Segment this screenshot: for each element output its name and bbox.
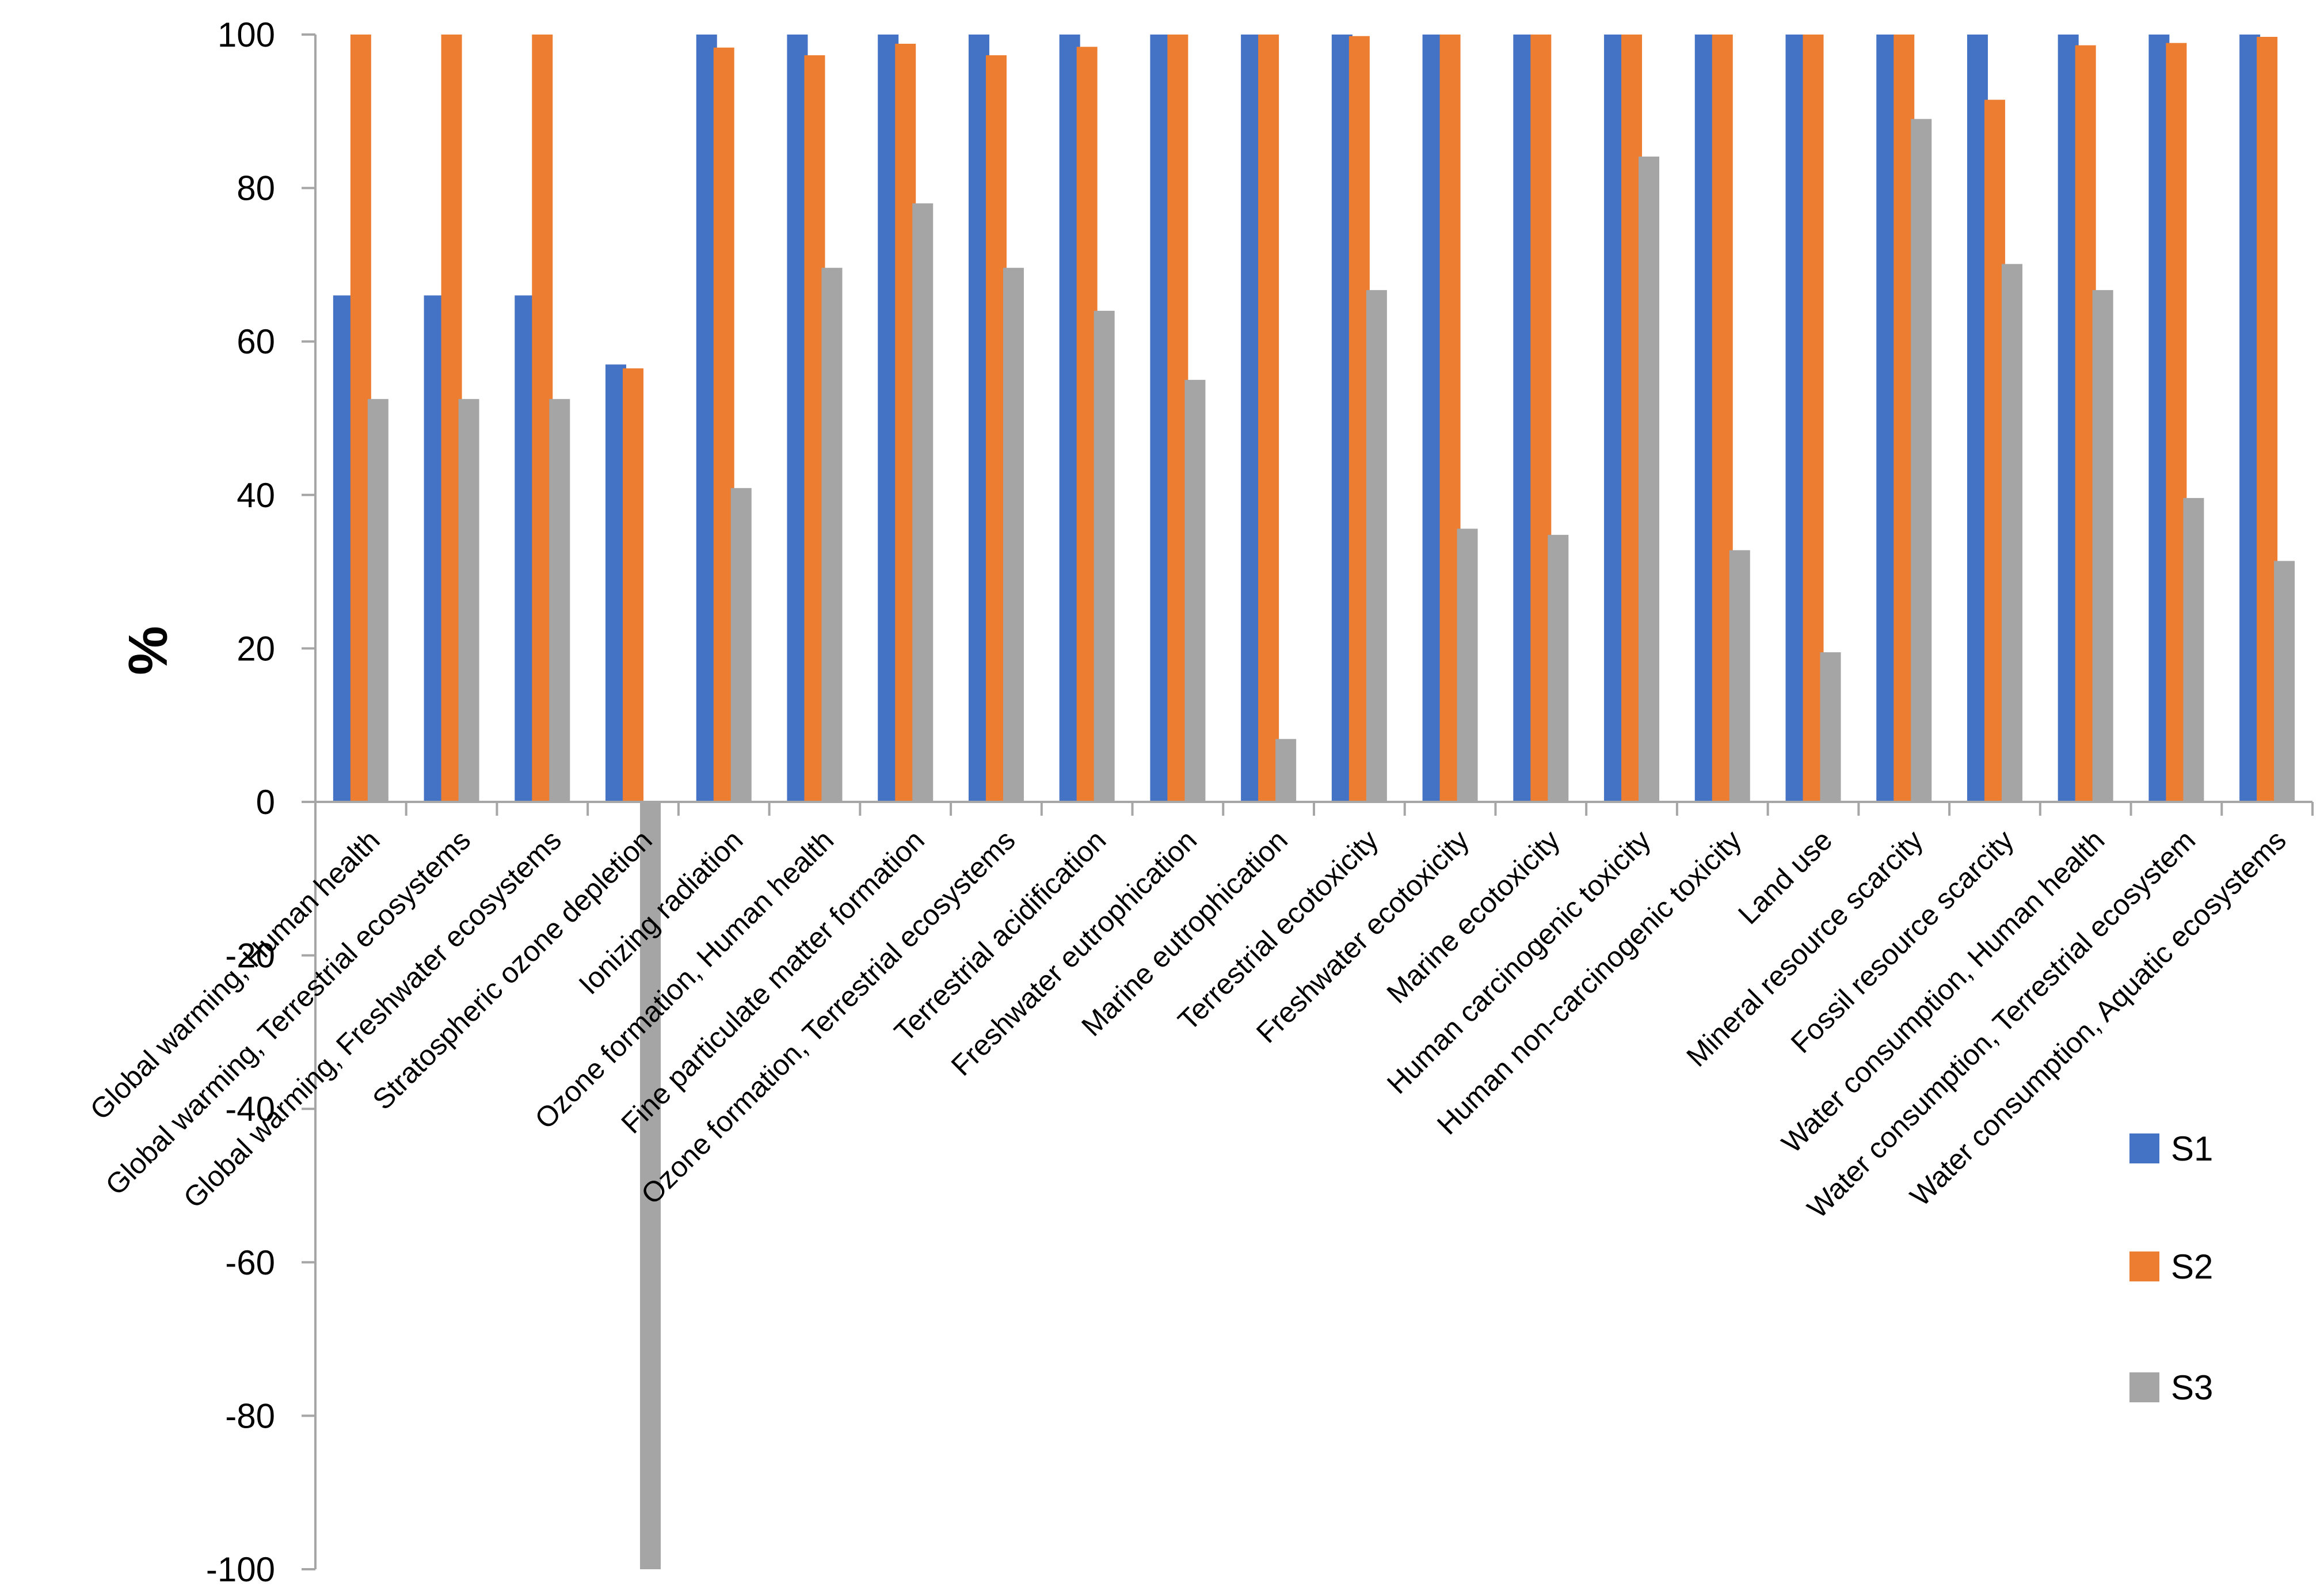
x-category-label: Ionizing radiation [573,824,749,1000]
y-tick-label: 0 [256,783,275,821]
y-tick-label: 60 [237,322,275,361]
y-tick-label: 20 [237,629,275,668]
bar-s3 [1639,156,1660,802]
bar-s3 [1820,652,1841,802]
x-category-label: Marine ecotoxicity [1381,824,1567,1010]
y-axis-title: % [117,626,179,675]
legend-swatch-s3 [2129,1372,2159,1402]
bar-s3 [1457,528,1478,802]
legend-swatch-s2 [2129,1251,2159,1281]
bar-s3 [2001,264,2022,802]
bar-s3 [912,203,934,802]
x-category-label: Global warming, Terrestrial ecosystems [99,824,477,1201]
x-axis-ticks [314,802,2314,816]
bar-s3 [458,399,479,802]
legend-label-s1: S1 [2171,1129,2213,1168]
y-tick-label: 100 [218,16,275,54]
bar-s3 [2183,498,2204,802]
bar-s2 [623,368,644,802]
legend-label-s3: S3 [2171,1368,2213,1407]
bars-layer [333,35,2295,1569]
legend-swatch-s1 [2129,1133,2159,1163]
bar-s3 [2092,290,2113,802]
bar-s3 [1911,119,1932,802]
y-tick-label: -40 [225,1090,275,1128]
bar-s3 [1548,535,1569,802]
y-tick-label: 80 [237,169,275,208]
legend: S1 S2 S3 [2129,1129,2213,1407]
y-tick-label: -100 [206,1550,275,1589]
bar-s3 [1184,379,1206,802]
y-tick-label: -20 [225,937,275,975]
bar-s3 [1003,268,1024,802]
bar-s3 [367,399,388,802]
bar-s3 [549,399,570,802]
y-tick-label: -60 [225,1243,275,1282]
y-tick-label: 40 [237,476,275,515]
bar-s3 [1729,550,1750,802]
legend-label-s2: S2 [2171,1247,2213,1286]
bar-s3 [2274,561,2295,802]
y-axis-ticks: -100 -80 -60 -40 -20 0 20 40 60 80 100 [206,16,315,1589]
bar-s3 [730,488,752,802]
bar-s3 [640,802,661,1569]
bar-s2 [1258,35,1279,802]
x-category-label: Global warming, Freshwater ecosystems [177,824,567,1214]
bar-s3 [1094,310,1115,802]
bar-s3 [1275,739,1297,802]
x-category-label: Water consumption, Human health [1776,824,2111,1159]
bar-s3 [821,268,843,802]
bar-s3 [1366,290,1387,802]
y-tick-label: -80 [225,1397,275,1435]
